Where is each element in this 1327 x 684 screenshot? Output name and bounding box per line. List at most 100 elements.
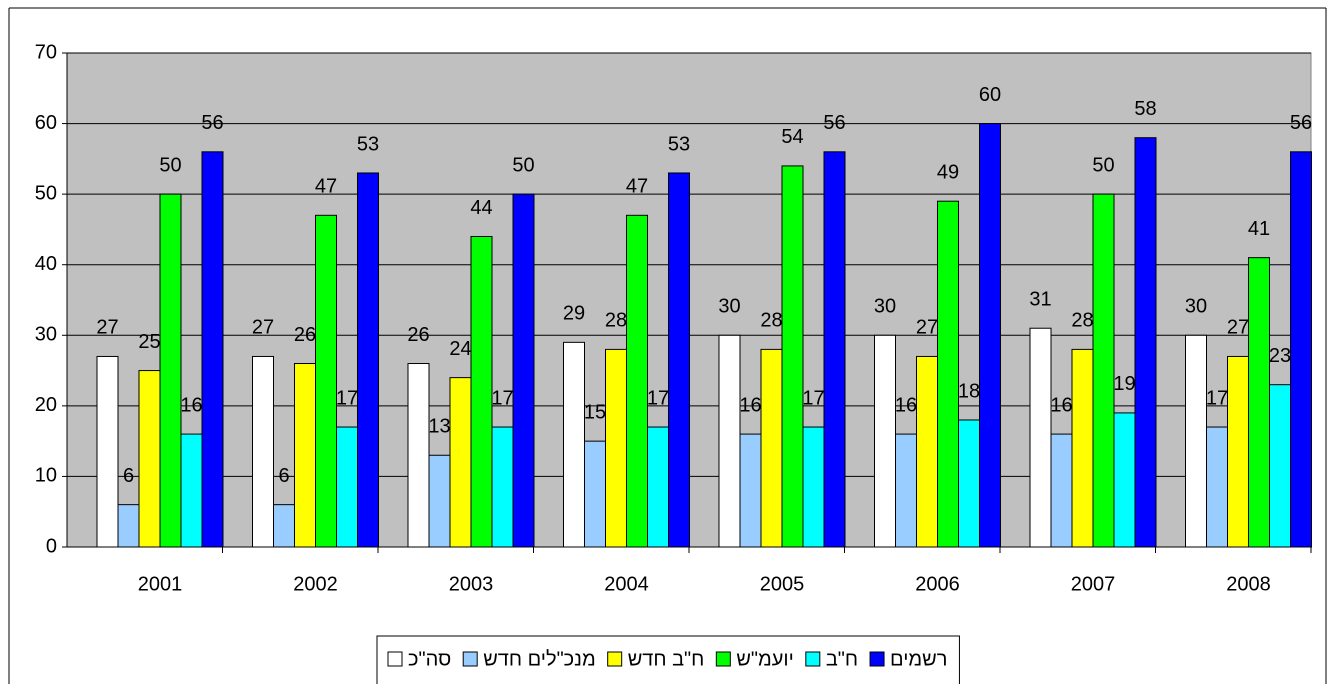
bar [937, 200, 959, 548]
bar [138, 370, 161, 548]
data-label: 27 [96, 317, 118, 339]
data-label: 28 [1071, 310, 1093, 332]
data-label: 50 [159, 154, 181, 176]
legend-label: יועמ"ש [736, 648, 793, 670]
data-label: 24 [449, 338, 471, 360]
bar [584, 440, 606, 548]
legend-label: רשמים [890, 648, 947, 670]
x-tick-label: 2007 [1071, 573, 1116, 595]
data-label: 60 [979, 84, 1001, 106]
legend-swatch [387, 651, 403, 667]
y-tick-label: 50 [35, 182, 57, 204]
legend-swatch [869, 651, 885, 667]
y-tick-label: 40 [35, 253, 57, 275]
data-label: 58 [1134, 98, 1156, 120]
y-tick-label: 0 [46, 535, 57, 557]
bar [407, 363, 430, 548]
data-label: 16 [1050, 394, 1072, 416]
y-tick-label: 30 [35, 324, 57, 346]
legend-swatch [715, 651, 731, 667]
data-label: 47 [315, 176, 337, 198]
x-tick-label: 2004 [604, 573, 649, 595]
data-label: 23 [1269, 345, 1291, 367]
data-label: 56 [1290, 112, 1312, 134]
legend-label: מנכ"לים חדש [483, 648, 595, 670]
data-label: 26 [294, 324, 316, 346]
bar [1206, 426, 1228, 548]
data-label: 27 [916, 317, 938, 339]
bar [563, 341, 585, 548]
bar [605, 348, 627, 548]
bar [718, 334, 741, 548]
bar [273, 504, 295, 548]
x-tick-label: 2001 [138, 573, 183, 595]
data-label: 27 [1227, 317, 1249, 339]
data-label: 28 [760, 310, 782, 332]
bar [449, 377, 472, 548]
data-label: 6 [123, 465, 134, 487]
data-label: 28 [605, 310, 627, 332]
data-label: 18 [958, 380, 980, 402]
bar [1290, 151, 1312, 548]
bar [823, 151, 846, 548]
data-label: 50 [512, 154, 534, 176]
bar [428, 454, 451, 548]
data-label: 17 [647, 387, 669, 409]
bar [802, 426, 825, 548]
data-label: 56 [201, 112, 223, 134]
data-label: 29 [563, 303, 585, 325]
bar [470, 235, 493, 548]
data-label: 50 [1092, 154, 1114, 176]
bar [958, 419, 980, 548]
x-tick-label: 2005 [760, 573, 805, 595]
data-label: 16 [180, 394, 202, 416]
data-label: 56 [823, 112, 845, 134]
y-tick-label: 70 [35, 41, 57, 63]
bar [117, 504, 140, 548]
data-label: 15 [584, 401, 606, 423]
data-label: 16 [739, 394, 761, 416]
bar [626, 214, 648, 548]
bar [874, 334, 896, 548]
bar [315, 214, 337, 548]
bar [739, 433, 762, 548]
data-label: 17 [802, 387, 824, 409]
data-label: 30 [874, 296, 896, 318]
data-label: 13 [428, 416, 450, 438]
bar [1269, 384, 1291, 548]
data-label: 17 [336, 387, 358, 409]
bar [357, 172, 379, 548]
bar [512, 193, 535, 548]
data-label: 17 [1206, 387, 1228, 409]
data-label: 16 [895, 394, 917, 416]
bar [159, 193, 182, 548]
data-label: 49 [937, 161, 959, 183]
data-label: 25 [138, 331, 160, 353]
data-label: 53 [668, 133, 690, 155]
legend-label: ח"ב חדש [628, 648, 705, 670]
bar [491, 426, 514, 548]
data-label: 30 [718, 296, 740, 318]
bar [180, 433, 203, 548]
data-label: 26 [407, 324, 429, 346]
bar [760, 348, 783, 548]
data-label: 44 [470, 197, 492, 219]
data-label: 31 [1029, 289, 1051, 311]
y-tick-label: 10 [35, 465, 57, 487]
data-label: 27 [252, 317, 274, 339]
data-label: 41 [1248, 218, 1270, 240]
bar [252, 355, 274, 548]
data-label: 47 [626, 176, 648, 198]
data-label: 53 [357, 133, 379, 155]
bar [647, 426, 669, 548]
legend-label: סה"כ [408, 648, 451, 670]
x-tick-label: 2006 [915, 573, 960, 595]
data-label: 54 [781, 126, 803, 148]
data-label: 17 [491, 387, 513, 409]
legend-swatch [607, 651, 623, 667]
bar [781, 165, 804, 548]
bar [1134, 137, 1157, 548]
legend-label: ח"ב [826, 648, 858, 670]
bar [1092, 193, 1115, 548]
